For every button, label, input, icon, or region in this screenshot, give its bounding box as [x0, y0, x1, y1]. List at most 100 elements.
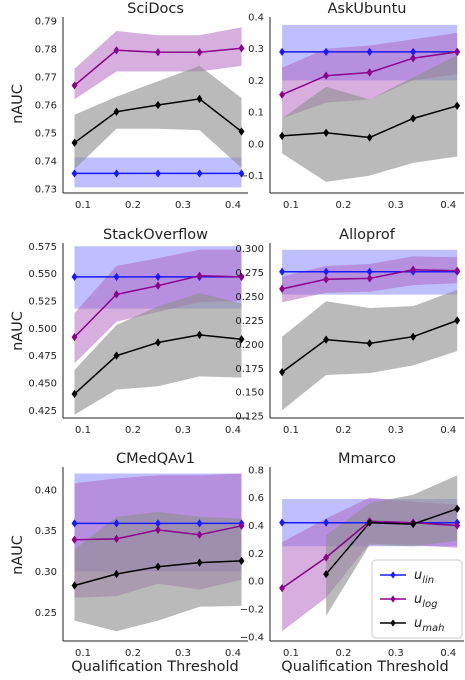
y-tick-label: 0.450 — [28, 379, 57, 390]
legend-label-subscript: mah — [422, 623, 444, 634]
y-tick-label: 0.4 — [248, 521, 264, 532]
data-point-log — [238, 272, 245, 282]
data-point-mah — [113, 351, 120, 360]
legend-label-subscript: log — [422, 599, 437, 610]
band-mah — [74, 65, 242, 170]
x-tick-label: 0.2 — [125, 648, 141, 659]
data-point-log — [155, 281, 161, 290]
data-point-lin — [366, 47, 373, 56]
legend-label-log: ulog — [414, 592, 438, 610]
data-point-mah — [410, 114, 417, 123]
x-axis-label-right: Qualification Threshold — [281, 659, 448, 675]
x-tick-label: 0.2 — [335, 425, 351, 436]
y-tick-label: 0.6 — [248, 493, 264, 504]
y-tick-label: −0.2 — [240, 604, 264, 615]
data-point-log — [323, 275, 330, 284]
data-point-log — [323, 71, 330, 80]
data-point-mah — [238, 127, 245, 136]
data-point-mah — [155, 562, 161, 571]
panel-title: SciDocs — [127, 1, 184, 17]
y-tick-label: 0.3 — [248, 44, 264, 55]
data-point-log — [454, 266, 461, 275]
x-tick-label: 0.4 — [225, 200, 241, 211]
band-mah — [326, 475, 458, 616]
x-tick-label: 0.1 — [75, 200, 91, 211]
legend-label-base: u — [414, 568, 422, 583]
data-point-lin — [238, 169, 245, 178]
data-point-mah — [71, 581, 78, 590]
x-tick-label: 0.4 — [225, 648, 241, 659]
data-point-lin — [279, 518, 286, 527]
x-tick-label: 0.4 — [440, 648, 456, 659]
y-tick-label: 0.200 — [235, 340, 264, 351]
data-point-lin — [323, 47, 330, 56]
legend-marker-mah — [390, 619, 396, 627]
x-tick-label: 0.1 — [283, 200, 299, 211]
x-tick-label: 0.4 — [440, 425, 456, 436]
y-tick-label: 0.300 — [235, 244, 264, 255]
data-point-mah — [155, 338, 161, 347]
panel-title: AskUbuntu — [328, 1, 407, 17]
data-point-log — [196, 271, 203, 280]
y-tick-label: 0.0 — [248, 577, 264, 588]
data-point-log — [410, 265, 417, 274]
legend-label-mah: umah — [414, 616, 444, 634]
data-point-log — [113, 290, 120, 299]
data-point-log — [238, 44, 245, 53]
band-mah — [282, 55, 458, 182]
y-tick-label: −0.1 — [240, 171, 264, 182]
data-point-lin — [71, 272, 78, 282]
plot-area — [71, 246, 245, 415]
data-point-log — [238, 521, 245, 530]
plot-area — [279, 475, 461, 632]
data-point-lin — [279, 47, 286, 56]
data-point-log — [196, 530, 203, 539]
data-point-log — [71, 332, 78, 342]
x-tick-label: 0.1 — [75, 425, 91, 436]
y-tick-label: 0.550 — [28, 269, 57, 280]
data-point-lin — [71, 169, 78, 178]
band-mah — [282, 289, 458, 411]
x-tick-label: 0.1 — [283, 425, 299, 436]
y-tick-label: 0.79 — [35, 17, 57, 28]
y-tick-label: 0.250 — [235, 292, 264, 303]
panel-stackoverflow: 0.425 0.450 0.475 0.500 0.525 0.550 0.575 0.1 0.… — [28, 227, 248, 436]
panel-cmedqav1: 0.25 0.30 0.35 0.40 0.1 0.2 0.3 0.4 CMedQAv1 — [35, 451, 248, 659]
data-point-mah — [71, 389, 78, 399]
x-tick-label: 0.4 — [440, 200, 456, 211]
data-point-log — [155, 525, 161, 535]
x-tick-label: 0.3 — [175, 425, 191, 436]
x-tick-label: 0.4 — [225, 425, 241, 436]
y-tick-label: 0.125 — [235, 412, 264, 423]
legend-label-base: u — [414, 616, 422, 631]
y-tick-label: 0.150 — [235, 388, 264, 399]
y-tick-label: 0.25 — [35, 608, 57, 619]
data-point-log — [196, 48, 203, 57]
data-point-mah — [323, 570, 330, 579]
y-tick-label: 0.475 — [28, 351, 57, 362]
data-point-log — [113, 46, 120, 55]
x-tick-label: 0.3 — [388, 425, 404, 436]
x-tick-label: 0.3 — [175, 648, 191, 659]
data-point-mah — [366, 133, 373, 142]
x-tick-label: 0.2 — [335, 648, 351, 659]
plot-area — [71, 27, 245, 188]
data-point-mah — [196, 330, 203, 339]
plot-area — [71, 473, 245, 632]
data-point-mah — [454, 101, 461, 110]
panel-mmarco: −0.4 −0.2 0.0 0.2 0.4 0.6 0.8 0.1 0.2 0.3 0.4 Mmarc… — [240, 451, 464, 659]
x-tick-label: 0.2 — [125, 425, 141, 436]
y-tick-label: 0.74 — [35, 156, 57, 167]
data-point-log — [279, 284, 286, 294]
panel-alloprof: 0.125 0.150 0.175 0.200 0.225 0.250 0.275 0.300… — [235, 227, 464, 436]
y-tick-label: 0.275 — [235, 268, 264, 279]
data-point-mah — [113, 107, 120, 116]
data-point-mah — [366, 518, 373, 527]
y-tick-label: 0.30 — [35, 567, 57, 578]
data-point-log — [454, 47, 461, 56]
y-tick-label: 0.2 — [248, 76, 264, 87]
data-point-lin — [155, 272, 161, 282]
panel-scidocs: 0.73 0.74 0.75 0.76 0.77 0.78 0.79 0.1 0.2 0.3 0.4… — [35, 1, 248, 211]
plot-area — [279, 24, 461, 182]
